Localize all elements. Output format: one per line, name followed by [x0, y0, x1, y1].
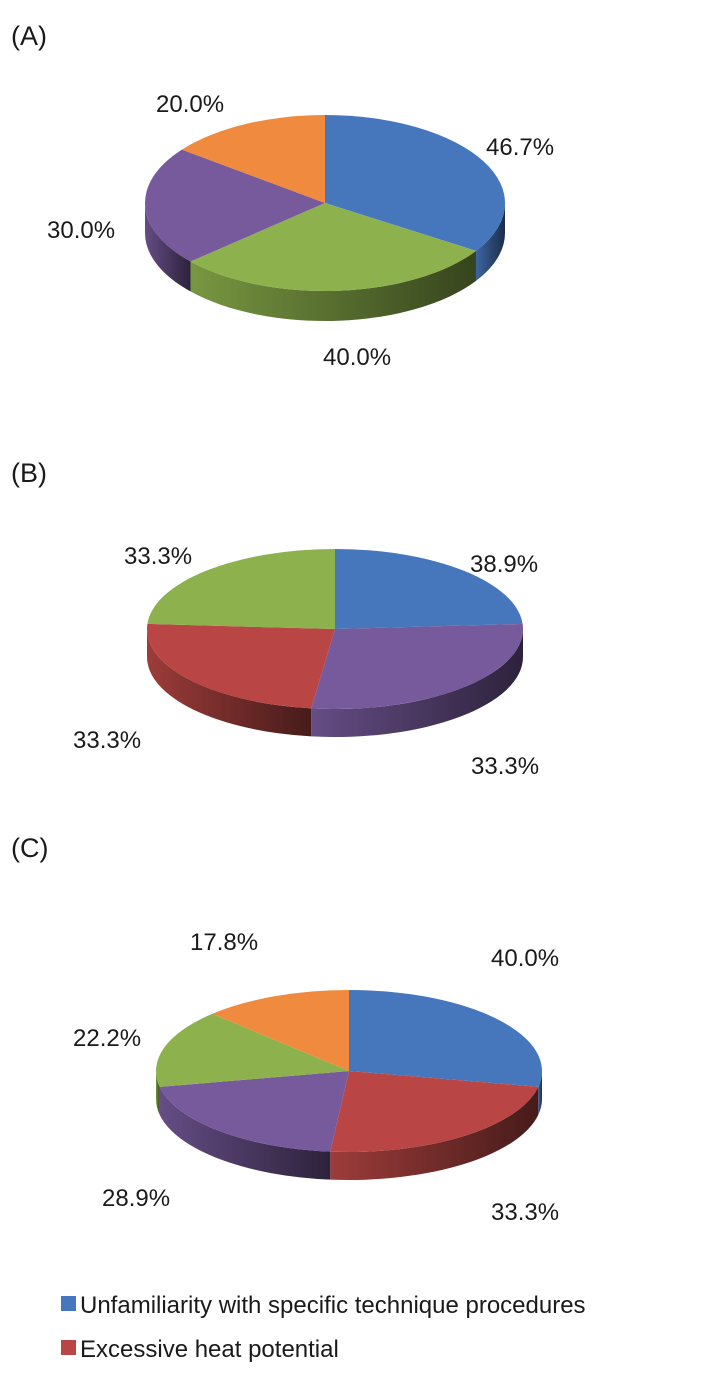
pie-body-a — [145, 115, 506, 321]
data-label-a-0: 46.7% — [486, 134, 554, 161]
pie-side-b-1 — [311, 629, 523, 737]
data-label-c-3: 22.2% — [73, 1025, 141, 1052]
pie-slice-c-3 — [155, 1013, 349, 1087]
pie-side-c-2 — [159, 1086, 331, 1180]
pie-slice-a-3 — [181, 115, 325, 203]
pie-slice-a-2 — [145, 149, 325, 262]
legend-swatch-1 — [61, 1340, 76, 1355]
pie-side-c-0 — [538, 1071, 542, 1115]
pie-slice-a-0 — [325, 115, 506, 251]
pie-slice-c-1 — [330, 1071, 539, 1152]
data-label-b-0: 33.3% — [124, 543, 192, 570]
data-label-c-1: 33.3% — [491, 1199, 559, 1226]
legend-swatch-0 — [61, 1296, 76, 1311]
pie-slice-a-1 — [190, 203, 476, 292]
pie-side-b-2 — [146, 629, 312, 737]
pie-slice-c-0 — [349, 990, 542, 1087]
pie-slice-b-3 — [147, 549, 335, 629]
data-label-b-2: 33.3% — [471, 753, 539, 780]
pie-side-a-0 — [475, 203, 505, 281]
data-label-b-1: 38.9% — [470, 551, 538, 578]
legend-entry-0: Unfamiliarity with specific technique pr… — [61, 1292, 586, 1319]
data-label-b-3: 33.3% — [73, 727, 141, 754]
pie-side-a-2 — [145, 203, 191, 292]
pie-slice-b-1 — [311, 623, 523, 709]
pie-chart-c: (C) 40.0% 33.3% 28.9% 22.2% 17.8% — [11, 833, 559, 1226]
data-label-c-2: 28.9% — [102, 1185, 170, 1212]
data-label-a-2: 30.0% — [47, 217, 115, 244]
data-label-c-0: 40.0% — [491, 945, 559, 972]
pie-slice-c-4 — [212, 990, 349, 1071]
data-label-a-1: 40.0% — [323, 344, 391, 371]
pie-chart-b: (B) 33.3% 38.9% 33.3% 33.3% — [11, 458, 539, 780]
legend-label-0: Unfamiliarity with specific technique pr… — [80, 1292, 586, 1319]
pie-slice-b-0 — [335, 549, 523, 629]
pie-chart-a: (A) 46.7% 40.0% 30.0% 20.0% — [11, 21, 554, 371]
pie-slice-b-2 — [147, 623, 335, 709]
legend-label-1: Excessive heat potential — [80, 1336, 339, 1363]
panel-label-a: (A) — [11, 21, 47, 51]
legend: Unfamiliarity with specific technique pr… — [61, 1292, 586, 1363]
pie-slice-c-2 — [159, 1071, 349, 1152]
panel-label-c: (C) — [11, 833, 48, 863]
pie-body-c — [155, 990, 542, 1180]
panel-label-b: (B) — [11, 458, 47, 488]
pie-body-b — [146, 549, 523, 737]
legend-entry-1: Excessive heat potential — [61, 1336, 339, 1363]
data-label-c-4: 17.8% — [190, 929, 258, 956]
data-label-a-3: 20.0% — [156, 91, 224, 118]
pie-side-c-3 — [156, 1071, 160, 1115]
pie-side-c-1 — [330, 1086, 539, 1180]
pie-side-a-1 — [190, 250, 476, 321]
